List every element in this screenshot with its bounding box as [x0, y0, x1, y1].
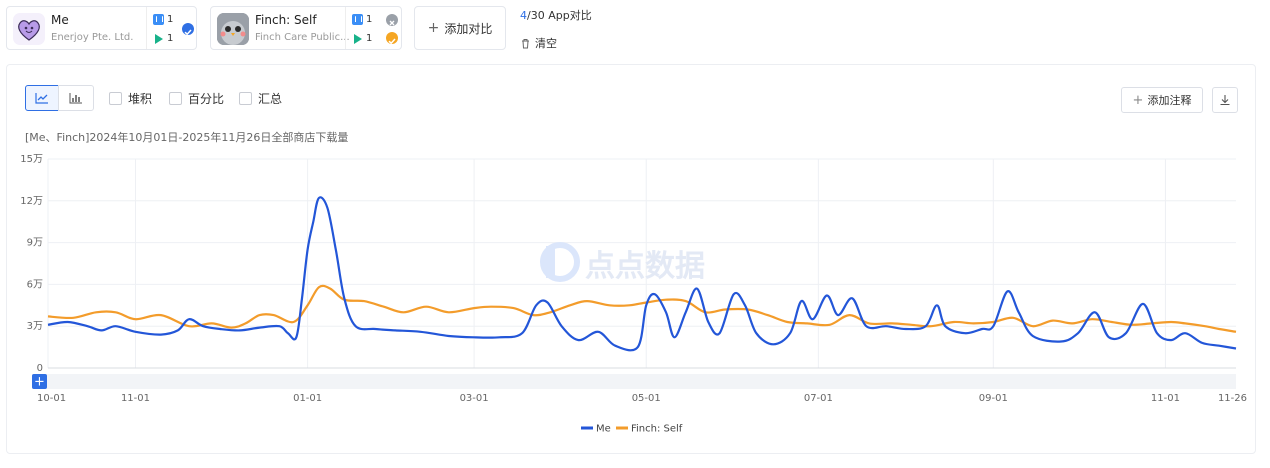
line-chart-icon	[35, 93, 48, 104]
app-name: Me	[51, 13, 69, 27]
y-tick-label: 15万	[20, 154, 43, 165]
clear-label: 清空	[535, 37, 557, 50]
add-compare-label: 添加对比	[444, 21, 493, 36]
bar-chart-toggle[interactable]	[58, 85, 94, 111]
ios-count: 1	[366, 14, 373, 25]
x-tick-label: 05-01	[632, 393, 661, 404]
x-tick-label: 09-01	[979, 393, 1008, 404]
app-store-icon	[352, 14, 363, 25]
zoom-slider-track[interactable]	[32, 374, 1236, 389]
check-icon[interactable]	[386, 32, 398, 45]
trash-icon	[522, 38, 529, 48]
series-line-me[interactable]	[47, 196, 1237, 352]
expand-plus-icon: +	[34, 375, 45, 390]
y-tick-label: 9万	[27, 238, 43, 249]
plus-icon: +	[427, 20, 440, 36]
add-compare-button[interactable]: + 添加对比	[414, 6, 506, 50]
app-store-icon	[153, 14, 164, 25]
x-tick-label: 01-01	[293, 393, 322, 404]
app-store-stats: 1 1	[345, 7, 375, 49]
check-icon[interactable]	[182, 23, 194, 36]
y-tick-label: 3万	[27, 321, 43, 332]
download-icon	[1220, 95, 1230, 106]
x-tick-label: 10-01	[37, 393, 66, 404]
download-button[interactable]	[1212, 87, 1238, 113]
app-card-me[interactable]: Me Enerjoy Pte. Ltd. 1 1	[6, 6, 197, 50]
x-tick-label: 11-26	[1218, 393, 1247, 404]
compare-count: 4/30 App对比	[520, 9, 592, 22]
app-publisher: Enerjoy Pte. Ltd.	[51, 32, 134, 43]
ios-count: 1	[167, 14, 174, 25]
x-tick-label: 03-01	[460, 393, 489, 404]
plus-icon: +	[1132, 92, 1144, 108]
summary-checkbox[interactable]: 汇总	[239, 90, 282, 107]
app-icon-finch	[217, 13, 249, 45]
app-store-stats: 1 1	[146, 7, 176, 49]
chart-title: [Me、Finch]2024年10月01日-2025年11月26日全部商店下载量	[25, 131, 349, 144]
android-count: 1	[366, 33, 373, 44]
x-tick-label: 11-01	[1151, 393, 1180, 404]
y-tick-label: 0	[37, 363, 43, 374]
app-publisher: Finch Care Public...	[255, 32, 350, 43]
stacked-checkbox[interactable]: 堆积	[109, 90, 152, 107]
percent-checkbox[interactable]: 百分比	[169, 90, 224, 107]
google-play-icon	[354, 33, 362, 44]
bar-chart-icon	[69, 93, 82, 104]
y-tick-label: 6万	[27, 279, 43, 290]
series-line-finch[interactable]	[47, 284, 1237, 333]
expand-button[interactable]	[32, 374, 47, 389]
watermark: 点点数据	[540, 242, 705, 284]
app-name: Finch: Self	[255, 13, 317, 27]
add-note-button[interactable]: + 添加注释	[1121, 87, 1203, 113]
legend-label[interactable]: Finch: Self	[631, 424, 683, 435]
remove-icon[interactable]	[386, 14, 398, 26]
x-tick-label: 07-01	[804, 393, 833, 404]
watermark-text: 点点数据	[585, 249, 705, 284]
app-card-finch[interactable]: Finch: Self Finch Care Public... 1 1	[210, 6, 402, 50]
android-count: 1	[167, 33, 174, 44]
x-tick-label: 11-01	[121, 393, 150, 404]
y-tick-label: 12万	[20, 196, 43, 207]
google-play-icon	[155, 33, 163, 44]
app-icon-me	[13, 13, 45, 45]
legend-label[interactable]: Me	[596, 424, 611, 435]
clear-button[interactable]: 清空	[520, 35, 557, 51]
